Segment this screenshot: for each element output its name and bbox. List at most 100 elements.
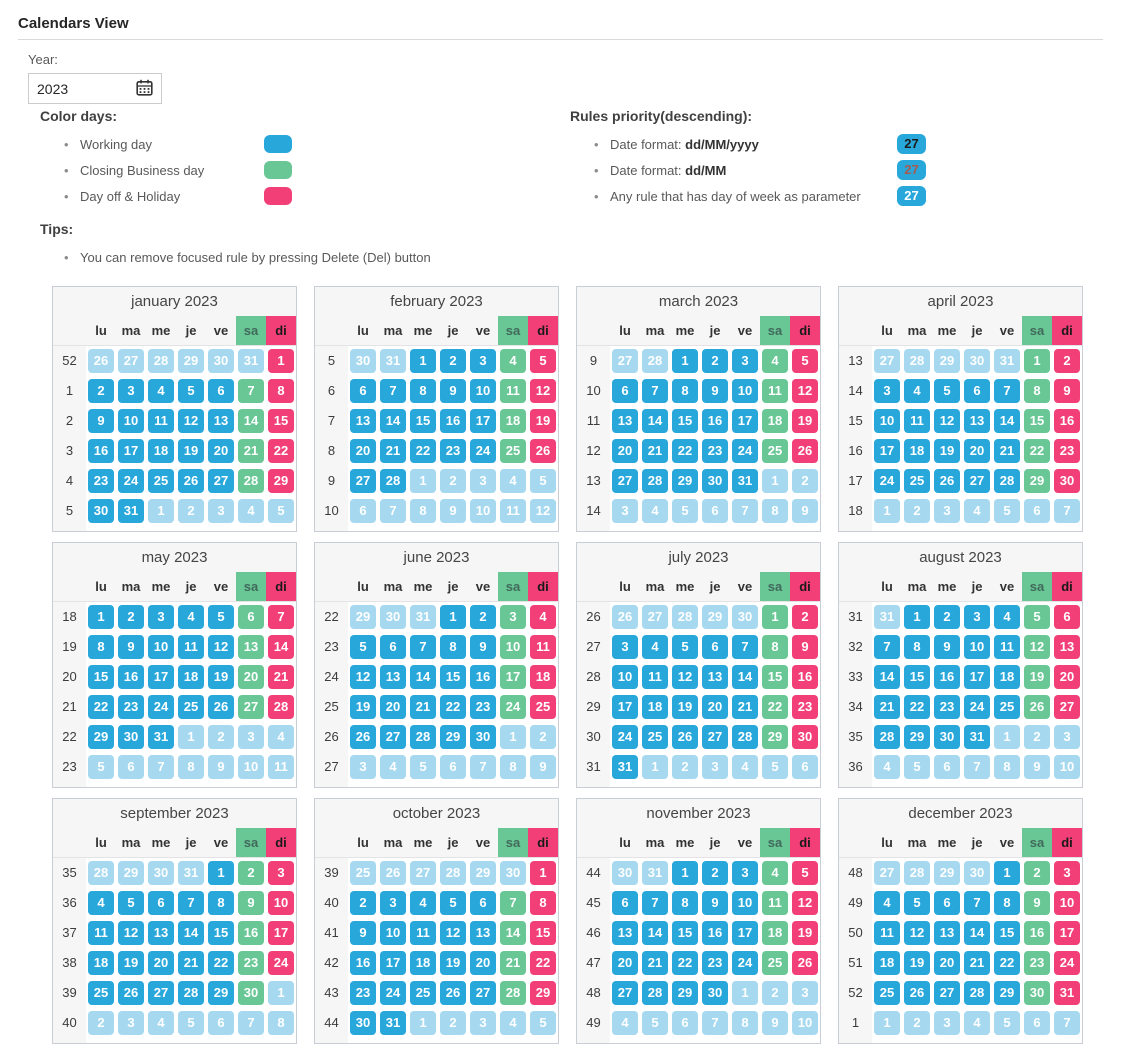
- week-number: 52: [62, 353, 77, 368]
- day-cell: 2: [236, 858, 266, 888]
- day-cell: 7: [640, 888, 670, 918]
- week-number: 5: [327, 353, 336, 368]
- day-cell: 27: [610, 978, 640, 1008]
- week-row: 25 19 20 21 22 23 24 25: [315, 692, 558, 722]
- week-row: 12 20 21 22 23 24 25 26: [577, 436, 820, 466]
- day-chip: 4: [500, 1011, 526, 1035]
- day-chip: 3: [934, 1011, 960, 1035]
- day-cell: 21: [378, 436, 408, 466]
- day-cell: 27: [610, 466, 640, 496]
- week-row: 31 31 1 2 3 4 5 6: [577, 752, 820, 782]
- rule-item[interactable]: • Date format: dd/MM/yyyy 27: [570, 131, 926, 157]
- legend-label: Day off & Holiday: [80, 188, 181, 204]
- day-cell: 1: [408, 1008, 438, 1038]
- day-chip: 2: [178, 499, 204, 523]
- year-input[interactable]: [37, 80, 127, 97]
- day-chip: 12: [672, 665, 698, 689]
- day-chip: 3: [612, 499, 638, 523]
- day-cell: 2: [932, 602, 962, 632]
- day-chip: 5: [762, 755, 788, 779]
- day-chip: 30: [118, 725, 144, 749]
- day-cell: 4: [146, 1008, 176, 1038]
- day-chip: 3: [732, 861, 758, 885]
- day-chip: 29: [118, 861, 144, 885]
- day-chip: 7: [964, 755, 990, 779]
- weekday-header-row: lu ma me je ve sa di: [53, 572, 296, 602]
- day-cell: 5: [176, 1008, 206, 1038]
- weekday-header-ma: ma: [907, 323, 927, 338]
- week-number: 2: [65, 413, 74, 428]
- day-chip: 30: [732, 605, 758, 629]
- week-number: 43: [324, 985, 339, 1000]
- day-chip: 9: [762, 1011, 788, 1035]
- day-chip: 11: [642, 665, 668, 689]
- week-row: 13 27 28 29 30 31 1 2: [839, 346, 1082, 376]
- month-calendar: february 2023 lu ma me je ve sa di 5 30 31 1 2 3 4 5 6 6 7…: [314, 286, 559, 532]
- day-chip: 16: [702, 921, 728, 945]
- day-chip: 6: [612, 379, 638, 403]
- day-chip: 7: [732, 499, 758, 523]
- month-calendar: april 2023 lu ma me je ve sa di 13 27 28 29 30 31 1 2 14…: [838, 286, 1083, 532]
- year-calendar-button[interactable]: [136, 79, 153, 99]
- day-cell: 27: [1052, 692, 1082, 722]
- week-number: 15: [848, 413, 863, 428]
- rule-count-badge[interactable]: 27: [897, 134, 926, 154]
- rule-count-badge[interactable]: 27: [897, 186, 926, 206]
- bullet-icon: •: [594, 136, 599, 152]
- week-number: 45: [586, 895, 601, 910]
- day-chip: 30: [934, 725, 960, 749]
- day-cell: 30: [116, 722, 146, 752]
- day-cell: 6: [146, 888, 176, 918]
- day-cell: 4: [872, 752, 902, 782]
- weeknum-spacer: [53, 316, 86, 345]
- day-cell: 17: [610, 692, 640, 722]
- bullet-icon: •: [594, 188, 599, 204]
- rule-item[interactable]: • Any rule that has day of week as parame…: [570, 183, 926, 209]
- day-cell: 7: [730, 632, 760, 662]
- week-row: 26 26 27 28 29 30 1 2: [315, 722, 558, 752]
- day-chip: 29: [268, 469, 294, 493]
- day-cell: 14: [640, 406, 670, 436]
- day-chip: 13: [702, 665, 728, 689]
- day-cell: 30: [206, 346, 236, 376]
- day-cell: 22: [408, 436, 438, 466]
- day-cell: 25: [760, 948, 790, 978]
- day-cell: 9: [700, 888, 730, 918]
- day-chip: 3: [792, 981, 818, 1005]
- day-chip: 28: [904, 349, 930, 373]
- day-chip: 23: [118, 695, 144, 719]
- week-number: 39: [62, 985, 77, 1000]
- day-cell: 29: [760, 722, 790, 752]
- day-chip: 10: [118, 409, 144, 433]
- rule-count-badge[interactable]: 27: [897, 160, 926, 180]
- day-chip: 31: [118, 499, 144, 523]
- day-cell: 20: [468, 948, 498, 978]
- day-chip: 30: [148, 861, 174, 885]
- day-chip: 28: [994, 469, 1020, 493]
- weekday-header-ma: ma: [645, 835, 665, 850]
- day-cell: 27: [378, 722, 408, 752]
- color-days-heading: Color days:: [40, 108, 118, 124]
- day-chip: 19: [530, 409, 556, 433]
- weekday-header-me: me: [413, 579, 433, 594]
- day-cell: 23: [700, 436, 730, 466]
- week-number: 33: [848, 669, 863, 684]
- day-chip: 15: [208, 921, 234, 945]
- weekday-header-ma: ma: [383, 323, 403, 338]
- day-chip: 19: [792, 409, 818, 433]
- day-cell: 10: [266, 888, 296, 918]
- rule-item[interactable]: • Date format: dd/MM 27: [570, 157, 926, 183]
- day-cell: 15: [266, 406, 296, 436]
- week-row: 40 2 3 4 5 6 7 8: [53, 1008, 296, 1038]
- day-cell: 26: [932, 466, 962, 496]
- day-chip: 7: [380, 499, 406, 523]
- week-number: 8: [327, 443, 336, 458]
- day-chip: 29: [178, 349, 204, 373]
- day-chip: 4: [88, 891, 114, 915]
- day-cell: 22: [670, 948, 700, 978]
- day-chip: 24: [732, 439, 758, 463]
- day-chip: 6: [964, 379, 990, 403]
- day-chip: 26: [792, 439, 818, 463]
- day-chip: 16: [350, 951, 376, 975]
- weekday-header-lu: lu: [95, 579, 107, 594]
